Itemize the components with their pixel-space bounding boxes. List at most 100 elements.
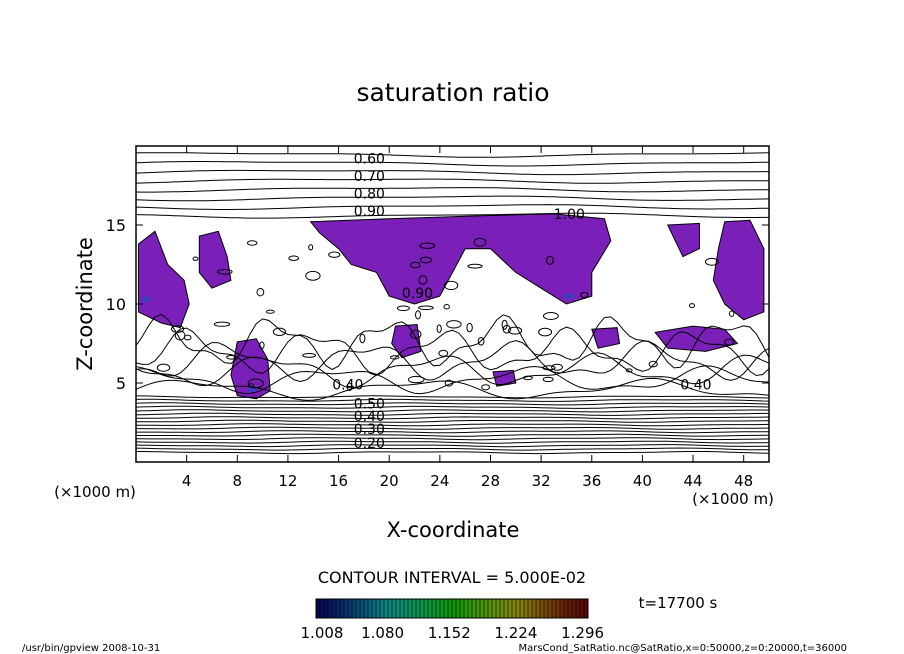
colorbar-swatch-34 <box>452 599 457 618</box>
contour-label-11: 0.40 <box>680 378 711 394</box>
contour-blob-28 <box>248 383 255 388</box>
colorbar-swatch-27 <box>424 599 429 618</box>
contour-blob-15 <box>724 338 735 346</box>
x-unit-right: (×1000 m) <box>692 490 774 508</box>
contour-blob-24 <box>419 256 432 264</box>
contour-blob-5 <box>247 378 264 389</box>
contour-blob-18 <box>305 270 321 281</box>
fill-region-9 <box>591 327 621 349</box>
contour-blob-54 <box>648 360 658 368</box>
x-tick-label-1: 8 <box>233 472 243 490</box>
contour-blob-3 <box>542 376 554 383</box>
contour-blob-47 <box>446 320 462 329</box>
colorbar-swatch-25 <box>416 599 421 618</box>
colorbar-swatch-12 <box>364 599 369 618</box>
colorbar <box>315 599 589 618</box>
colorbar-swatch-47 <box>504 599 509 618</box>
x-tick-label-4: 20 <box>380 472 399 490</box>
fill-core-1 <box>141 296 152 303</box>
contour-blob-45 <box>407 375 425 384</box>
contour-line-24 <box>136 395 769 399</box>
contour-blob-30 <box>444 379 454 387</box>
colorbar-swatch-57 <box>544 599 549 618</box>
colorbar-swatch-19 <box>392 599 397 618</box>
contour-labels: 0.600.700.800.90 1.000.900.400.500.400.30… <box>332 152 711 452</box>
contour-line-13 <box>136 433 769 437</box>
contour-blob-29 <box>467 263 483 269</box>
contour-blob-52 <box>256 288 265 297</box>
colorbar-swatch-40 <box>476 599 481 618</box>
colorbar-swatch-9 <box>352 599 357 618</box>
contour-blob-10 <box>359 333 366 344</box>
contour-blob-56 <box>438 349 449 357</box>
contour-line-3 <box>136 187 769 193</box>
colorbar-swatch-35 <box>456 599 461 618</box>
colorbar-swatch-52 <box>524 599 529 618</box>
colorbar-swatch-18 <box>388 599 393 618</box>
colorbar-swatch-36 <box>460 599 465 618</box>
contour-label-9: 0.30 <box>354 422 385 438</box>
contour-blob-48 <box>174 330 186 341</box>
colorbar-swatch-59 <box>552 599 557 618</box>
x-unit-left: (×1000 m) <box>54 483 136 501</box>
colorbar-swatch-30 <box>436 599 441 618</box>
colorbar-swatch-65 <box>576 599 581 618</box>
contour-line-7 <box>136 152 769 158</box>
x-tick-label-9: 40 <box>633 472 652 490</box>
colorbar-swatch-33 <box>448 599 453 618</box>
colorbar-frame <box>315 598 589 619</box>
contour-line-22 <box>136 402 769 406</box>
colorbar-tick-label-4: 1.296 <box>561 624 604 642</box>
y-tick-label-1: 10 <box>106 295 126 314</box>
colorbar-swatch-67 <box>584 599 589 618</box>
contour-blob-43 <box>443 280 459 291</box>
contour-blob-13 <box>226 355 237 360</box>
contour-blob-4 <box>551 363 563 371</box>
contour-blob-11 <box>288 255 300 261</box>
colorbar-tick-label-3: 1.224 <box>494 624 537 642</box>
contour-label-2: 0.80 <box>354 186 385 202</box>
contour-label-3: 0.90 <box>354 204 385 220</box>
colorbar-tick-label-2: 1.152 <box>428 624 471 642</box>
fill-region-6 <box>391 323 422 359</box>
colorbar-swatch-28 <box>428 599 433 618</box>
x-tick-label-7: 32 <box>532 472 551 490</box>
contour-blob-17 <box>302 353 317 358</box>
colorbar-swatch-24 <box>412 599 417 618</box>
colorbar-swatch-16 <box>380 599 385 618</box>
colorbar-swatch-60 <box>556 599 561 618</box>
time-label: t=17700 s <box>639 594 718 612</box>
colorbar-swatch-32 <box>444 599 449 618</box>
colorbar-swatch-31 <box>440 599 445 618</box>
contour-blob-58 <box>418 305 434 311</box>
contour-line-23 <box>136 398 769 402</box>
contour-blob-33 <box>523 375 533 381</box>
y-axis-label: Z-coordinate <box>73 237 97 371</box>
contour-blob-22 <box>308 244 314 251</box>
contour-line-11 <box>136 440 769 444</box>
colorbar-swatch-26 <box>420 599 425 618</box>
contour-line-14 <box>136 430 769 434</box>
colorbar-swatch-23 <box>408 599 413 618</box>
colorbar-tick-label-0: 1.008 <box>301 624 344 642</box>
colorbar-swatch-22 <box>404 599 409 618</box>
colorbar-swatch-37 <box>464 599 469 618</box>
contour-line-12 <box>136 437 769 441</box>
contour-blob-21 <box>272 327 286 336</box>
contour-blob-37 <box>192 256 199 261</box>
x-tick-label-11: 48 <box>734 472 753 490</box>
fill-region-0 <box>309 213 612 305</box>
colorbar-swatch-38 <box>468 599 473 618</box>
x-tick-label-0: 4 <box>182 472 192 490</box>
colorbar-swatch-15 <box>376 599 381 618</box>
contour-blob-27 <box>546 255 554 265</box>
colorbar-swatch-54 <box>532 599 537 618</box>
colorbar-swatch-58 <box>548 599 553 618</box>
contour-label-0: 0.60 <box>354 152 385 168</box>
contour-line-17 <box>136 419 769 423</box>
contour-line-19 <box>136 412 769 416</box>
colorbar-swatch-8 <box>348 599 353 618</box>
contour-blob-35 <box>418 275 428 285</box>
x-tick-label-10: 44 <box>683 472 702 490</box>
colorbar-swatch-1 <box>320 599 325 618</box>
